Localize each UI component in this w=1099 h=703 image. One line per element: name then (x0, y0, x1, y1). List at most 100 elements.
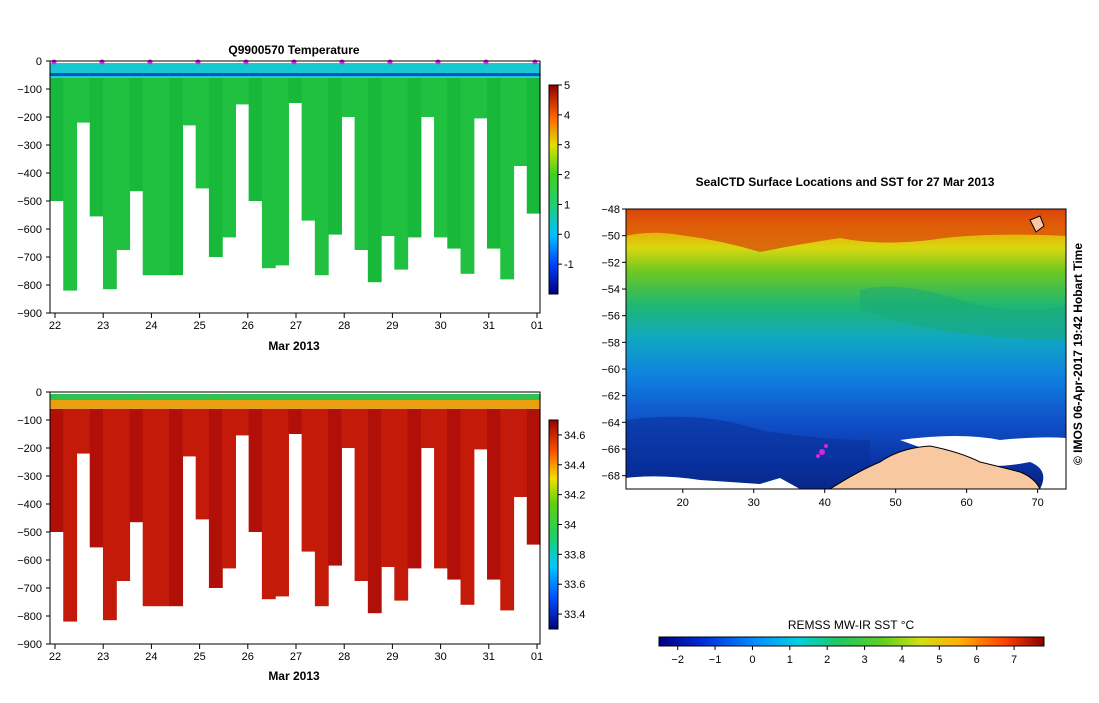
temperature-plot-frame (49, 60, 541, 314)
y-tick-label: −900 (17, 308, 42, 320)
colorbar-tick-label: 2 (824, 654, 830, 666)
cold-layer (314, 73, 329, 76)
salinity-y-axis: 0 −100 −200 −300 −400 −500 −600 −700 −800 −900 (17, 387, 50, 651)
colorbar-tick-label: 33.4 (564, 609, 585, 621)
seal-location-marker (824, 444, 828, 448)
surface-layer (248, 394, 263, 400)
y-tick-label: −300 (17, 471, 42, 483)
cold-layer (208, 73, 223, 76)
profile-column (195, 408, 210, 520)
temperature-colorbar-ticks: 5 4 3 2 1 0 -1 (558, 80, 574, 271)
y-tick-label: −600 (17, 555, 42, 567)
colorbar-tick-label: −2 (671, 654, 684, 666)
profile-column (182, 408, 197, 457)
sst-map-frame (625, 208, 1067, 490)
y-tick-label: −200 (17, 112, 42, 124)
profile-column (142, 77, 157, 276)
salinity-x-axis: 22 23 24 25 26 27 28 29 30 31 01 (49, 644, 543, 663)
surface-layer (182, 394, 197, 400)
profile-column (500, 408, 515, 611)
profile-column (407, 77, 422, 238)
surface-layer (195, 394, 210, 400)
cold-layer (50, 73, 64, 76)
y-tick-label: −58 (601, 337, 620, 349)
profile-column (248, 408, 263, 532)
x-tick-label: 29 (386, 320, 398, 332)
cold-layer (235, 73, 250, 76)
cold-layer (434, 73, 448, 76)
surface-marker (435, 59, 441, 65)
x-tick-label: 01 (531, 651, 543, 663)
sst-cold-patch (626, 416, 870, 489)
cold-layer (354, 73, 369, 76)
cold-layer (460, 73, 475, 76)
x-tick-label: 27 (290, 320, 302, 332)
profile-column (169, 408, 184, 607)
cold-layer (155, 73, 170, 76)
profile-column (301, 408, 316, 552)
profile-column (328, 77, 342, 235)
sst-map-panel: SealCTD Surface Locations and SST for 27… (601, 175, 1085, 666)
colorbar-tick-label: 33.6 (564, 579, 585, 591)
surface-layer (314, 394, 329, 400)
cold-layer (169, 73, 184, 76)
y-tick-label: −800 (17, 280, 42, 292)
surface-layer (50, 394, 64, 400)
cold-layer (367, 73, 382, 76)
surface-layer (275, 394, 289, 400)
cold-layer (487, 73, 501, 76)
temperature-x-axis-label: Mar 2013 (268, 339, 320, 353)
profile-column (513, 77, 528, 166)
profile-column (155, 408, 170, 607)
sst-colorbar-label: REMSS MW-IR SST °C (788, 618, 915, 632)
temperature-section-panel: Q9900570 Temperature 0 −100 −200 −300 −400 −5… (17, 43, 574, 353)
colorbar-tick-label: 34.4 (564, 460, 585, 472)
profile-column (526, 408, 541, 545)
cold-layer (63, 73, 78, 76)
y-tick-label: −64 (601, 417, 620, 429)
seal-location-marker (819, 449, 825, 455)
profile-column (208, 77, 223, 257)
profile-column (434, 77, 448, 238)
surface-layer (473, 394, 488, 400)
profile-column (354, 408, 369, 581)
surface-layer (222, 394, 237, 400)
profile-column (288, 408, 303, 434)
x-tick-label: 01 (531, 320, 543, 332)
cold-layer (129, 73, 144, 76)
cold-layer (473, 73, 488, 76)
surface-layer (76, 394, 91, 400)
profile-column (116, 408, 131, 581)
surface-layer (487, 394, 501, 400)
sst-map-title: SealCTD Surface Locations and SST for 27… (696, 175, 995, 189)
x-tick-label: 22 (49, 320, 61, 332)
profile-column (420, 77, 435, 117)
profile-column (500, 77, 515, 280)
profile-column (89, 408, 104, 548)
cold-layer (288, 73, 303, 76)
salinity-section-panel: 0 −100 −200 −300 −400 −500 −600 −700 −800 −900 22… (17, 387, 585, 683)
cold-layer (447, 73, 462, 76)
surface-layer (460, 394, 475, 400)
profile-column (102, 77, 117, 290)
x-tick-label: 27 (290, 651, 302, 663)
x-tick-label: 26 (242, 320, 254, 332)
colorbar-tick-label: 0 (564, 229, 570, 241)
surface-layer (301, 394, 316, 400)
x-tick-label: 23 (97, 651, 109, 663)
salinity-plot-area (50, 394, 541, 622)
cold-layer (407, 73, 422, 76)
profile-column (182, 77, 197, 126)
profile-column (407, 408, 422, 569)
profile-column (142, 408, 157, 607)
surface-marker (339, 59, 345, 65)
sst-map-x-axis: 20 30 40 50 60 70 (677, 489, 1044, 509)
x-tick-label: 28 (338, 320, 350, 332)
antarctica-land (828, 445, 1041, 490)
temperature-plot-area (50, 59, 541, 291)
cold-layer (275, 73, 289, 76)
temperature-chart-title: Q9900570 Temperature (228, 43, 360, 57)
profile-column (275, 77, 289, 266)
sst-warm-band (626, 209, 1066, 252)
surface-layer (513, 394, 528, 400)
